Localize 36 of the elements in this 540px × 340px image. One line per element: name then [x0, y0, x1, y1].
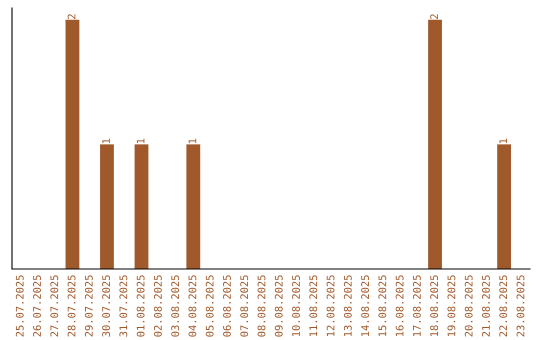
x-tick-label: 26.07.2025 — [33, 275, 41, 336]
x-tick-label: 09.08.2025 — [274, 275, 283, 337]
x-tick-label: 21.08.2025 — [482, 275, 490, 336]
x-tick-label: 03.08.2025 — [171, 275, 180, 337]
x-tick-label: 20.08.2025 — [464, 275, 473, 336]
x-tick-label: 08.08.2025 — [258, 275, 266, 337]
data-label: 1 — [136, 138, 144, 144]
data-label: 2 — [430, 14, 438, 19]
x-tick-label: 31.07.2025 — [119, 275, 128, 337]
x-tick-label: 19.08.2025 — [447, 275, 456, 336]
x-tick-label: 06.08.2025 — [223, 275, 231, 337]
x-tick-label: 15.08.2025 — [378, 275, 386, 336]
data-label: 1 — [188, 138, 196, 144]
x-tick-label: 04.08.2025 — [188, 275, 196, 337]
x-tick-label: 18.08.2025 — [430, 275, 438, 336]
x-tick-label: 17.08.2025 — [412, 275, 421, 336]
data-label: 1 — [499, 138, 507, 144]
x-tick-label: 23.08.2025 — [516, 275, 524, 336]
x-tick-label: 01.08.2025 — [136, 275, 145, 337]
x-tick-label: 10.08.2025 — [292, 275, 300, 336]
x-tick-label: 13.08.2025 — [344, 275, 352, 336]
x-tick-label: 12.08.2025 — [326, 275, 334, 336]
x-tick-label: 22.08.2025 — [499, 275, 508, 336]
x-tick-label: 27.07.2025 — [50, 275, 58, 336]
data-label: 2 — [68, 14, 76, 19]
x-tick-label: 02.08.2025 — [154, 275, 162, 337]
x-tick-label: 28.07.2025 — [68, 275, 76, 336]
x-tick-label: 05.08.2025 — [206, 275, 214, 337]
x-tick-label: 07.08.2025 — [240, 275, 248, 337]
x-tick-label: 29.07.2025 — [84, 275, 93, 336]
x-tick-label: 11.08.2025 — [309, 275, 318, 336]
x-tick-label: 30.07.2025 — [102, 275, 110, 337]
x-tick-label: 14.08.2025 — [361, 275, 370, 336]
x-tick-label: 25.07.2025 — [16, 275, 24, 336]
data-label: 1 — [102, 138, 110, 144]
x-tick-label: 16.08.2025 — [396, 275, 404, 336]
